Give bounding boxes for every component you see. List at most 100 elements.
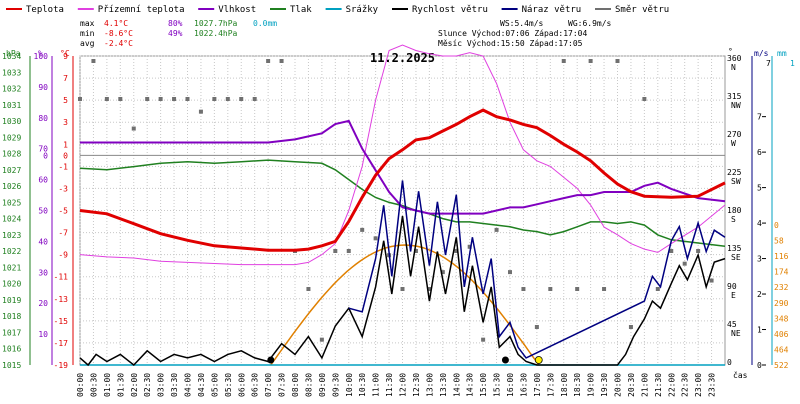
- tick-x: 10:30: [358, 373, 367, 397]
- wind-dir-point: [279, 59, 284, 63]
- wind-dir-point: [548, 287, 553, 291]
- wind-dir-point: [373, 236, 378, 241]
- tick-c: -11: [54, 273, 69, 282]
- stat-hum-min: 49%: [168, 29, 183, 38]
- axis-label-pct: %: [38, 49, 43, 58]
- tick-c: 9: [63, 52, 68, 61]
- legend-label-gust: Náraz větru: [522, 5, 582, 15]
- tick-x: 06:30: [251, 373, 260, 397]
- wind-dir-point: [628, 325, 633, 329]
- wind-dir-point: [454, 249, 459, 253]
- wind-dir-point: [104, 97, 109, 101]
- tick-mm: 116: [774, 252, 789, 261]
- tick-x: 04:00: [184, 373, 193, 397]
- tick-x: 03:00: [157, 373, 166, 397]
- tick-deg: 45: [727, 320, 737, 329]
- wind-dir-point: [198, 109, 203, 114]
- tick-x: 22:30: [681, 373, 690, 397]
- wind-dir-point: [494, 227, 499, 232]
- series-line-feels: [79, 44, 726, 266]
- tick-x: 16:30: [519, 373, 528, 397]
- sunset-marker: [534, 356, 543, 364]
- stat-press-max: 1027.7hPa: [194, 19, 238, 28]
- wind-dir-point: [481, 337, 486, 342]
- tick-hpa: 1033: [2, 68, 21, 77]
- tick-x: 17:00: [533, 373, 542, 397]
- tick-x: 19:00: [587, 373, 596, 397]
- tick-x: 14:30: [466, 373, 475, 397]
- wind-dir-point: [118, 97, 123, 101]
- tick-hpa: 1023: [2, 231, 21, 240]
- tick-pct: 90: [38, 83, 48, 92]
- tick-mm: 522: [774, 361, 789, 370]
- wind-dir-point: [145, 97, 150, 101]
- tick-deg-dir: NW: [731, 101, 741, 110]
- tick-c: -15: [54, 317, 69, 326]
- tick-mm: 464: [774, 345, 789, 354]
- axis-label-c: °C: [60, 49, 70, 58]
- wind-dir-point: [575, 287, 580, 291]
- wind-dir-point: [508, 270, 512, 275]
- tick-deg: 90: [727, 282, 737, 291]
- tick-x: 13:00: [425, 373, 434, 397]
- wind-dir-point: [319, 337, 324, 342]
- tick-deg: 180: [727, 206, 742, 215]
- tick-x: 01:30: [116, 373, 125, 397]
- tick-pct: 50: [38, 207, 48, 216]
- wind-dir-point: [346, 249, 351, 253]
- tick-pct: 70: [38, 145, 48, 154]
- tick-deg-dir: NE: [731, 329, 741, 338]
- wind-dir-point: [696, 249, 701, 253]
- tick-ms: 3: [757, 255, 762, 264]
- tick-hpa: 1028: [2, 150, 21, 159]
- stat-press-min: 1022.4hPa: [194, 29, 238, 38]
- tick-x: 18:00: [560, 373, 569, 397]
- tick-x: 02:00: [130, 373, 139, 397]
- series-line-press: [79, 159, 726, 248]
- tick-pct: 100: [34, 52, 49, 61]
- tick-mm: 174: [774, 268, 789, 277]
- tick-x: 01:00: [103, 373, 112, 397]
- tick-x: 02:30: [143, 373, 152, 397]
- tick-hpa: 1018: [2, 312, 21, 321]
- stat-hum-max: 80%: [168, 19, 183, 28]
- tick-c: 7: [63, 74, 68, 83]
- axis-label-ms: m/s: [754, 49, 769, 58]
- legend-label-temp: Teplota: [26, 5, 64, 15]
- tick-deg-dir: N: [731, 63, 736, 72]
- stat-rain-max: 0.0mm: [253, 19, 277, 28]
- tick-hpa: 1021: [2, 263, 21, 272]
- wind-dir-point: [239, 97, 244, 101]
- tick-ms: 1: [757, 326, 762, 335]
- tick-deg-dir: E: [731, 291, 736, 300]
- wind-dir-point: [588, 59, 593, 63]
- tick-x: 21:00: [640, 373, 649, 397]
- tick-hpa: 1019: [2, 296, 21, 305]
- tick-ms: 0: [757, 361, 762, 370]
- wind-dir-point: [360, 227, 365, 232]
- stat-temp-avg: -2.4°C: [104, 39, 133, 48]
- tick-x: 06:00: [237, 373, 246, 397]
- tick-pct: 80: [38, 114, 48, 123]
- tick-hpa: 1024: [2, 215, 21, 224]
- tick-pct: 60: [38, 176, 48, 185]
- series-line-wind: [79, 215, 726, 367]
- stat-label-min: min: [80, 29, 95, 38]
- tick-hpa: 1031: [2, 101, 21, 110]
- tick-x: 14:00: [452, 373, 461, 397]
- tick-hpa: 1015: [2, 361, 21, 370]
- tick-x: 21:30: [654, 373, 663, 397]
- tick-x: 12:30: [412, 373, 421, 397]
- tick-pct: 40: [38, 237, 48, 246]
- wind-dir-point: [333, 249, 338, 253]
- tick-hpa: 1034: [2, 52, 21, 61]
- tick-ms: 5: [757, 184, 762, 193]
- tick-deg: 315: [727, 92, 742, 101]
- tick-deg: 225: [727, 168, 742, 177]
- wind-dir-point: [212, 97, 217, 101]
- wind-dir-point: [655, 287, 660, 291]
- wind-dir-point: [682, 261, 687, 266]
- wind-dir-point: [91, 59, 96, 63]
- tick-hpa: 1026: [2, 182, 21, 191]
- wind-dir-point: [669, 249, 674, 253]
